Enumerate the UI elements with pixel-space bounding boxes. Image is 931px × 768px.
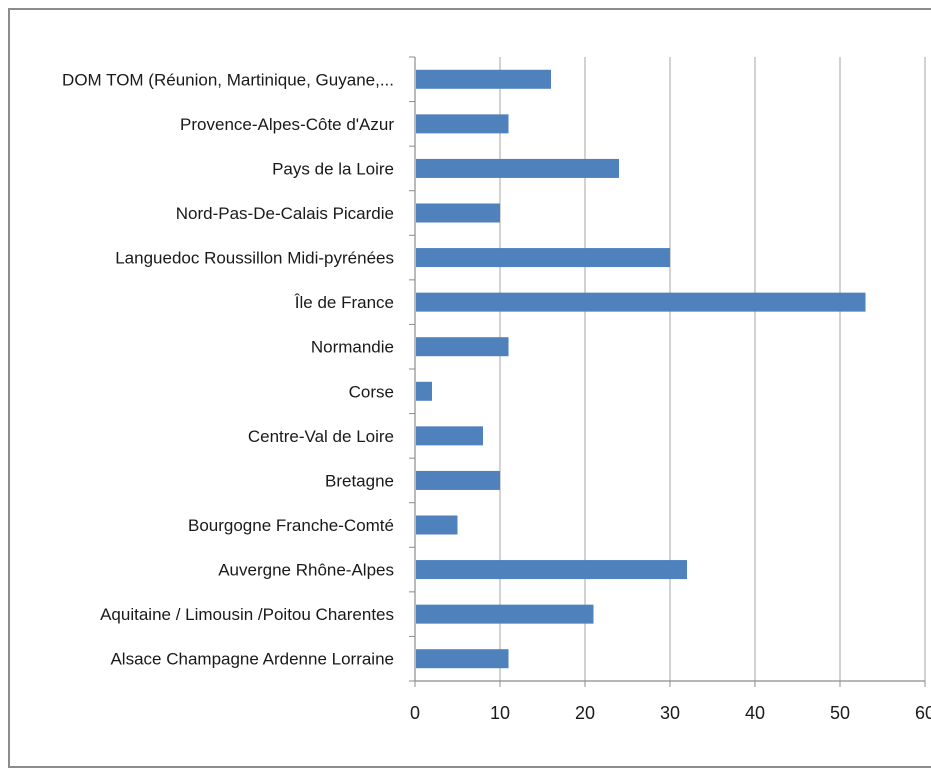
category-label: Île de France — [294, 293, 394, 312]
category-label: DOM TOM (Réunion, Martinique, Guyane,... — [62, 70, 394, 89]
category-labels: DOM TOM (Réunion, Martinique, Guyane,...… — [62, 70, 394, 668]
category-label: Provence-Alpes-Côte d'Azur — [180, 115, 394, 134]
x-tick-label: 10 — [490, 703, 510, 723]
x-tick-label: 30 — [660, 703, 680, 723]
bar — [416, 381, 432, 401]
bars — [416, 69, 866, 669]
bar — [416, 649, 509, 669]
category-label: Languedoc Roussillon Midi-pyrénées — [115, 249, 394, 268]
category-label: Nord-Pas-De-Calais Picardie — [176, 204, 394, 223]
category-label: Auvergne Rhône-Alpes — [218, 561, 394, 580]
bar — [416, 604, 594, 624]
category-label: Normandie — [311, 338, 394, 357]
category-label: Bourgogne Franche-Comté — [188, 516, 394, 535]
gridlines — [499, 57, 926, 681]
bar — [416, 292, 866, 312]
axes — [409, 56, 926, 687]
horizontal-bar-chart: DOM TOM (Réunion, Martinique, Guyane,...… — [62, 56, 931, 723]
category-label: Pays de la Loire — [272, 159, 394, 178]
bar — [416, 560, 687, 580]
x-tick-label: 0 — [410, 703, 420, 723]
chart-frame — [8, 8, 931, 768]
category-label: Alsace Champagne Ardenne Lorraine — [110, 650, 394, 669]
x-tick-labels: 0 10 20 30 40 50 60 — [410, 703, 931, 723]
bar — [416, 515, 458, 535]
bar — [416, 337, 509, 357]
category-label: Aquitaine / Limousin /Poitou Charentes — [100, 605, 394, 624]
bar — [416, 426, 483, 446]
bar — [416, 158, 619, 178]
x-tick-label: 20 — [575, 703, 595, 723]
x-tick-label: 60 — [915, 703, 931, 723]
bar — [416, 114, 509, 134]
category-label: Bretagne — [325, 471, 394, 490]
bar — [416, 470, 500, 490]
category-label: Centre-Val de Loire — [248, 427, 394, 446]
bar — [416, 203, 500, 223]
x-tick-label: 40 — [745, 703, 765, 723]
bar — [416, 69, 551, 89]
x-tick-label: 50 — [830, 703, 850, 723]
category-label: Corse — [349, 382, 394, 401]
bar — [416, 248, 670, 268]
